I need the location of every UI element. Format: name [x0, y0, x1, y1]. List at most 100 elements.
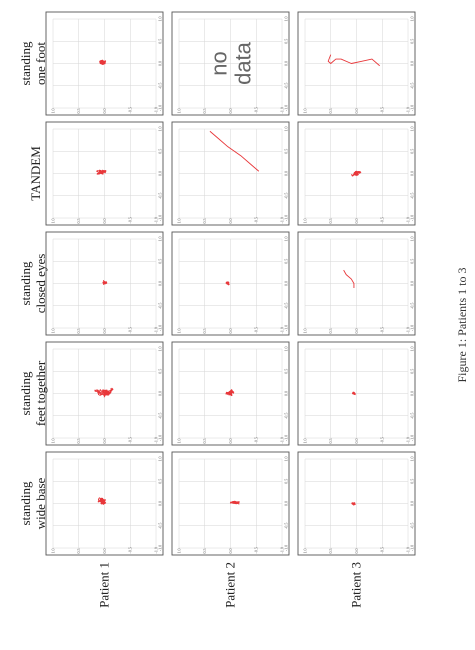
x-tick-label: -0.5 [410, 83, 415, 89]
y-tick-label: 1.0 [50, 329, 55, 334]
x-tick-label: 0.0 [284, 501, 289, 506]
x-tick-label: 1.0 [284, 457, 289, 462]
y-tick-label: 0.0 [228, 439, 233, 444]
no-data-label: data [231, 41, 256, 85]
y-tick-label: 0.0 [354, 219, 359, 224]
y-tick-label: 0.0 [228, 219, 233, 224]
x-tick-label: 1.0 [410, 17, 415, 22]
sway-trace [225, 281, 230, 286]
condition-label: standing [18, 371, 33, 416]
x-tick-label: -1.0 [158, 105, 163, 111]
y-tick-label: 1.0 [176, 219, 181, 224]
y-tick-label: 0.5 [202, 439, 207, 444]
panel-p2-c3: -1.0-1.0 -0.5 -0.5 0.0 0.0 0.5 0.5 1.0 1.0 [171, 231, 290, 336]
y-tick-label: -0.5 [380, 437, 385, 443]
y-tick-label: 1.0 [176, 329, 181, 334]
x-tick-label: -0.5 [410, 193, 415, 199]
x-tick-label: 0.0 [158, 171, 163, 176]
x-tick-label: 1.0 [158, 347, 163, 352]
x-tick-label: -1.0 [158, 545, 163, 551]
patient-label: Patient 1 [97, 562, 112, 608]
y-tick-label: 1.0 [50, 549, 55, 554]
y-tick-label: 0.0 [354, 549, 359, 554]
patient-labels: Patient 1 Patient 2 Patient 3 [97, 562, 364, 608]
y-tick-label: -1.0 [405, 107, 410, 113]
x-tick-label: 1.0 [158, 127, 163, 132]
condition-label: standing [18, 261, 33, 306]
x-tick-label: -0.5 [158, 83, 163, 89]
y-tick-label: 1.0 [176, 109, 181, 114]
sway-trace [351, 170, 362, 177]
panel-p1-c1: -1.0-1.0 -0.5 -0.5 0.0 0.0 0.5 0.5 1.0 1.0 [45, 451, 164, 556]
panel-p3-c5: -1.0-1.0 -0.5 -0.5 0.0 0.0 0.5 0.5 1.0 1.0 [297, 11, 416, 116]
x-tick-label: -0.5 [158, 413, 163, 419]
y-tick-label: -0.5 [254, 107, 259, 113]
y-tick-label: 0.0 [102, 329, 107, 334]
x-tick-label: -1.0 [410, 325, 415, 331]
y-tick-label: -0.5 [254, 437, 259, 443]
y-tick-label: -1.0 [153, 547, 158, 553]
x-tick-label: 0.5 [158, 479, 163, 484]
y-tick-label: -0.5 [128, 547, 133, 553]
y-tick-label: -1.0 [153, 437, 158, 443]
y-tick-label: -0.5 [128, 107, 133, 113]
y-tick-label: 0.5 [76, 219, 81, 224]
x-tick-label: 0.0 [410, 61, 415, 66]
x-tick-label: -0.5 [158, 193, 163, 199]
x-tick-label: 0.0 [410, 281, 415, 286]
y-tick-label: 1.0 [302, 109, 307, 114]
panel-p1-c2: -1.0-1.0 -0.5 -0.5 0.0 0.0 0.5 0.5 1.0 1.0 [45, 341, 164, 446]
figure-caption: Figure 1: Patients 1 to 3 [455, 268, 469, 383]
y-tick-label: 0.5 [202, 109, 207, 114]
x-tick-label: 1.0 [410, 457, 415, 462]
condition-label: standing [18, 481, 33, 526]
condition-label: feet together [33, 360, 48, 426]
y-tick-label: 0.5 [76, 109, 81, 114]
y-tick-label: 0.5 [76, 439, 81, 444]
y-tick-label: 1.0 [302, 549, 307, 554]
y-tick-label: 1.0 [50, 219, 55, 224]
y-tick-label: 0.5 [328, 219, 333, 224]
y-tick-label: 1.0 [50, 439, 55, 444]
x-tick-label: 1.0 [410, 347, 415, 352]
x-tick-label: -1.0 [410, 545, 415, 551]
x-tick-label: -1.0 [284, 435, 289, 441]
x-tick-label: 0.0 [410, 501, 415, 506]
y-tick-label: -1.0 [153, 217, 158, 223]
sway-trace [343, 269, 355, 288]
x-tick-label: -1.0 [410, 215, 415, 221]
y-tick-label: -0.5 [128, 327, 133, 333]
panel-p2-c1: -1.0-1.0 -0.5 -0.5 0.0 0.0 0.5 0.5 1.0 1.0 [171, 451, 290, 556]
x-tick-label: 0.0 [284, 61, 289, 66]
x-tick-label: -1.0 [158, 325, 163, 331]
x-tick-label: 0.5 [284, 39, 289, 44]
sway-trace [229, 500, 240, 505]
y-tick-label: -1.0 [279, 107, 284, 113]
y-tick-label: 1.0 [176, 549, 181, 554]
y-tick-label: 0.5 [76, 549, 81, 554]
y-tick-label: -0.5 [380, 327, 385, 333]
panel-p2-c5: -1.0-1.0 -0.5 -0.5 0.0 0.0 0.5 0.5 1.0 1.0 no data [171, 11, 290, 116]
x-tick-label: 0.5 [284, 369, 289, 374]
no-data-label: no [207, 51, 232, 75]
x-tick-label: 1.0 [284, 347, 289, 352]
condition-label: closed eyes [33, 254, 48, 314]
panel-p3-c2: -1.0-1.0 -0.5 -0.5 0.0 0.0 0.5 0.5 1.0 1.0 [297, 341, 416, 446]
x-tick-label: 0.5 [410, 149, 415, 154]
y-tick-label: -1.0 [405, 327, 410, 333]
x-tick-label: -1.0 [284, 545, 289, 551]
y-tick-label: -0.5 [254, 547, 259, 553]
x-tick-label: -1.0 [410, 435, 415, 441]
y-tick-label: -1.0 [405, 437, 410, 443]
y-tick-label: -1.0 [405, 217, 410, 223]
x-tick-label: 0.0 [158, 281, 163, 286]
panel-p3-c3: -1.0-1.0 -0.5 -0.5 0.0 0.0 0.5 0.5 1.0 1.0 [297, 231, 416, 336]
x-tick-label: 1.0 [284, 127, 289, 132]
y-tick-label: 0.0 [228, 549, 233, 554]
patient-label: Patient 2 [223, 562, 238, 608]
y-tick-label: -1.0 [405, 547, 410, 553]
y-tick-label: 0.0 [102, 439, 107, 444]
y-tick-label: 0.0 [354, 109, 359, 114]
y-tick-label: 0.5 [202, 549, 207, 554]
y-tick-label: -0.5 [128, 217, 133, 223]
